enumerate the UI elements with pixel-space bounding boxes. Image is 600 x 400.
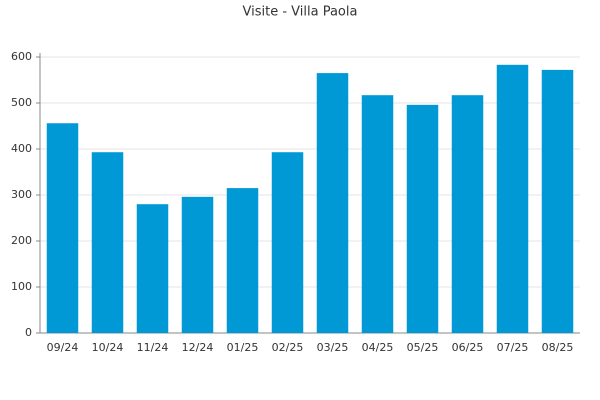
x-tick-label: 08/25 — [542, 341, 574, 354]
x-tick-label: 02/25 — [272, 341, 304, 354]
x-tick-label: 06/25 — [452, 341, 484, 354]
y-tick-label: 300 — [11, 188, 32, 201]
x-tick-label: 07/25 — [497, 341, 529, 354]
bar — [271, 152, 304, 333]
x-tick-label: 12/24 — [182, 341, 214, 354]
bar — [406, 104, 439, 333]
x-tick-label: 09/24 — [47, 341, 79, 354]
x-tick-label: 11/24 — [137, 341, 169, 354]
y-tick-label: 0 — [25, 326, 32, 339]
bar — [181, 196, 214, 333]
x-tick-label: 01/25 — [227, 341, 259, 354]
y-tick-label: 200 — [11, 234, 32, 247]
bar — [316, 73, 349, 333]
bar — [496, 64, 529, 333]
bar — [136, 204, 169, 333]
x-tick-label: 05/25 — [407, 341, 439, 354]
y-tick-label: 600 — [11, 50, 32, 63]
bar — [361, 95, 394, 334]
y-tick-label: 500 — [11, 96, 32, 109]
bar — [91, 152, 124, 333]
x-tick-label: 04/25 — [362, 341, 394, 354]
bar — [451, 95, 484, 334]
bar — [226, 188, 259, 333]
x-tick-label: 03/25 — [317, 341, 349, 354]
x-tick-label: 10/24 — [92, 341, 124, 354]
bar — [46, 123, 79, 334]
y-tick-label: 100 — [11, 280, 32, 293]
y-tick-label: 400 — [11, 142, 32, 155]
chart-title: Visite - Villa Paola — [243, 5, 358, 20]
bar — [541, 69, 574, 333]
